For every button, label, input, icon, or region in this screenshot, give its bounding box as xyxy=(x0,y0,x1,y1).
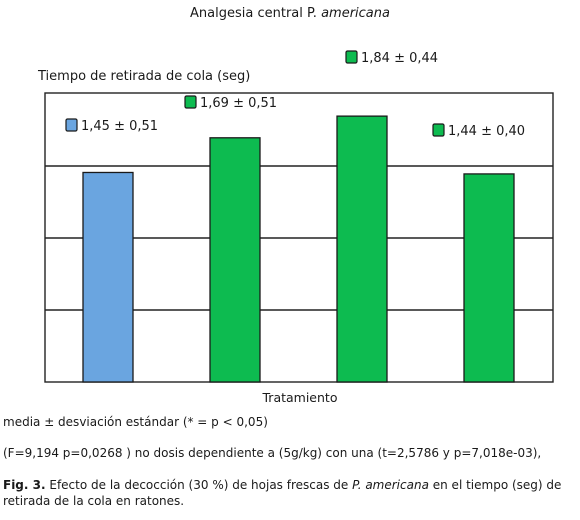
stats-note-1: media ± desviación estándar (* = p < 0,0… xyxy=(3,415,268,429)
y-axis-label: Tiempo de retirada de cola (seg) xyxy=(38,69,251,84)
x-axis-label: Tratamiento xyxy=(262,390,338,405)
chart-title: Analgesia central P. americana xyxy=(190,6,390,21)
figure-caption: Fig. 3. Efecto de la decocción (30 %) de… xyxy=(3,478,562,508)
value-label-3: 1,84 ± 0,44 xyxy=(361,51,438,66)
value-label-marker-1 xyxy=(65,118,78,132)
stats-note-2: (F=9,194 p=0,0268 ) no dosis dependiente… xyxy=(3,446,542,460)
value-label-marker-3 xyxy=(345,50,358,64)
value-label-marker-4 xyxy=(432,123,445,137)
bar-4 xyxy=(463,173,515,383)
bar-chart: 1,45 ± 0,51 1,69 ± 0,51 1,84 ± 0,44 1,44 ± … xyxy=(44,50,554,383)
value-label-1: 1,45 ± 0,51 xyxy=(81,119,158,134)
bar-1 xyxy=(82,171,134,383)
bar-3 xyxy=(336,115,388,383)
value-label-4: 1,44 ± 0,40 xyxy=(448,124,525,139)
figure-label: Fig. 3. xyxy=(3,478,46,492)
bar-2 xyxy=(209,137,261,383)
value-label-2: 1,69 ± 0,51 xyxy=(200,96,277,111)
value-label-marker-2 xyxy=(184,95,197,109)
